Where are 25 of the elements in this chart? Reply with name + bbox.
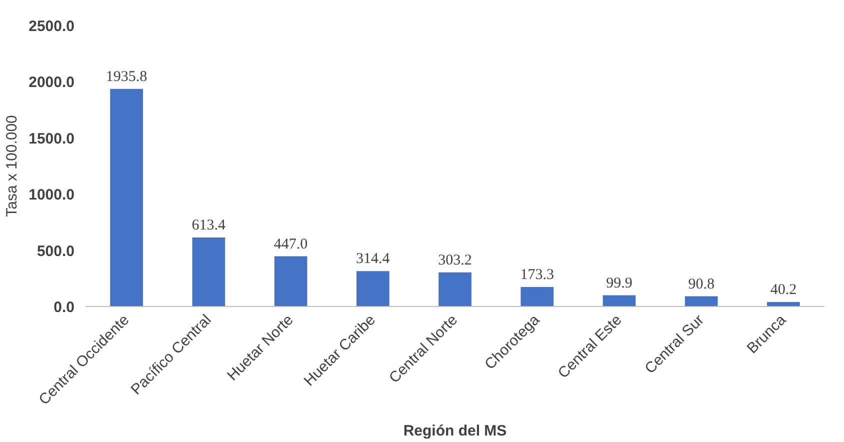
bar	[274, 256, 308, 306]
y-tick-label: 500.0	[36, 242, 75, 260]
bar	[602, 295, 636, 306]
x-axis-title: Región del MS	[403, 422, 507, 440]
bar	[438, 272, 472, 306]
data-label: 99.9	[606, 275, 632, 292]
bar	[520, 287, 554, 306]
y-axis-title: Tasa x 100.000	[4, 115, 21, 217]
data-label: 314.4	[356, 251, 390, 268]
y-tick-label: 1000.0	[28, 186, 75, 204]
data-label: 40.2	[770, 282, 797, 298]
data-label: 303.2	[438, 252, 472, 268]
data-label: 90.8	[688, 276, 714, 292]
y-tick-label: 2000.0	[28, 74, 75, 92]
bar	[110, 88, 143, 306]
data-label: 173.3	[520, 267, 554, 284]
bar	[192, 238, 226, 306]
y-tick-label: 0.0	[54, 299, 75, 316]
data-label: 1935.8	[106, 68, 148, 85]
bar	[356, 271, 390, 306]
bar	[684, 296, 718, 306]
y-tick-label: 1500.0	[28, 130, 75, 148]
y-tick-label: 2500.0	[28, 18, 75, 35]
data-label: 447.0	[274, 236, 308, 252]
data-label: 613.4	[192, 218, 226, 234]
